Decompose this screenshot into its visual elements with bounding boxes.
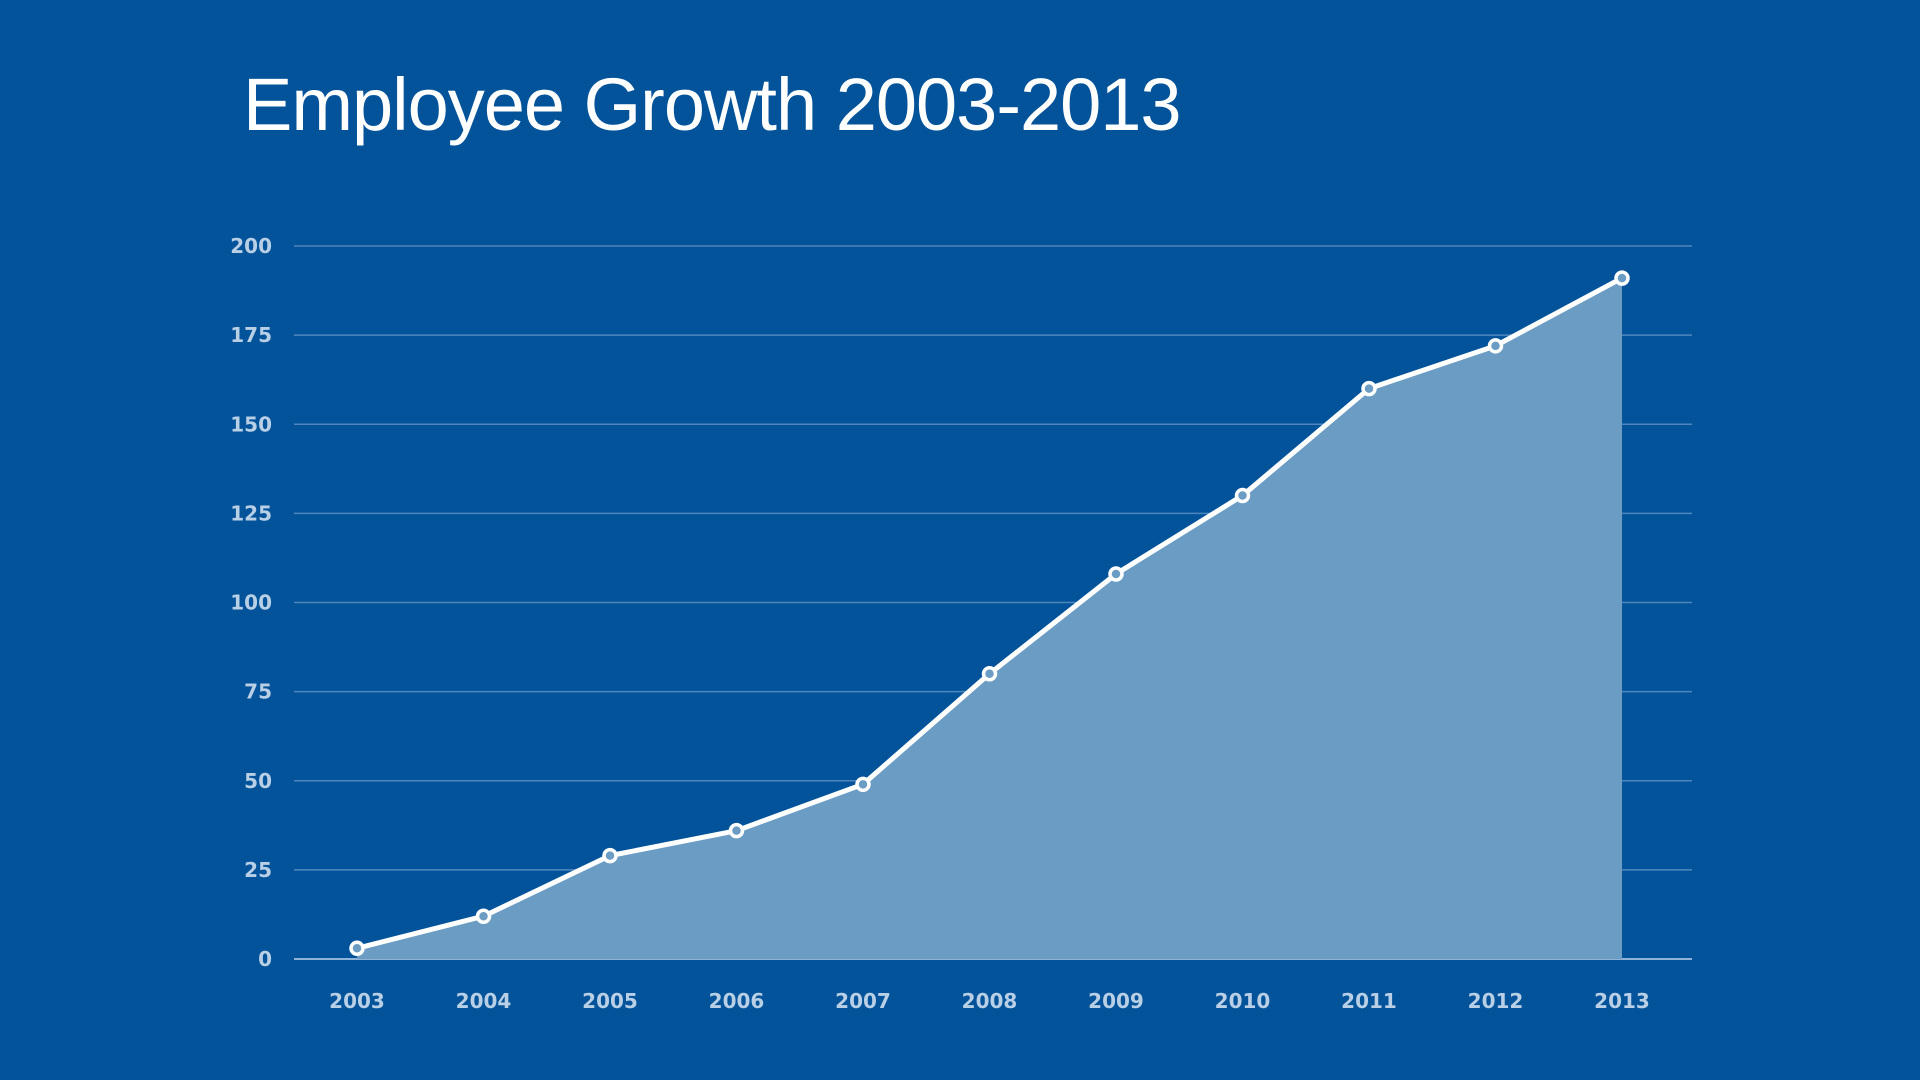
y-tick-label: 0 (258, 947, 272, 971)
x-tick-label: 2012 (1468, 989, 1524, 1013)
y-tick-label: 150 (230, 412, 272, 436)
x-tick-label: 2003 (329, 989, 385, 1013)
y-tick-label: 25 (244, 858, 272, 882)
x-tick-label: 2004 (456, 989, 512, 1013)
x-tick-label: 2007 (835, 989, 891, 1013)
y-tick-label: 75 (244, 680, 272, 704)
x-tick-label: 2006 (709, 989, 765, 1013)
x-tick-label: 2009 (1088, 989, 1144, 1013)
x-tick-label: 2005 (582, 989, 638, 1013)
data-point (1108, 566, 1124, 582)
data-point (475, 908, 492, 924)
data-point (1614, 270, 1630, 286)
x-tick-label: 2013 (1594, 989, 1650, 1013)
data-point (349, 940, 365, 957)
data-point (728, 822, 745, 839)
data-point (602, 847, 618, 864)
area-fill (357, 278, 1622, 960)
data-point (855, 776, 871, 793)
y-tick-label: 175 (230, 323, 272, 347)
y-tick-label: 200 (230, 234, 272, 258)
data-point (1361, 380, 1377, 397)
x-tick-label: 2008 (962, 989, 1018, 1013)
data-point (981, 666, 998, 682)
y-tick-label: 50 (244, 769, 272, 793)
y-tick-label: 125 (230, 501, 272, 525)
data-point (1487, 338, 1504, 354)
chart-title: Employee Growth 2003-2013 (243, 63, 1182, 146)
data-point (1234, 487, 1251, 504)
x-tick-label: 2010 (1215, 989, 1271, 1013)
x-tick-label: 2011 (1341, 989, 1397, 1013)
y-tick-label: 100 (230, 591, 272, 615)
